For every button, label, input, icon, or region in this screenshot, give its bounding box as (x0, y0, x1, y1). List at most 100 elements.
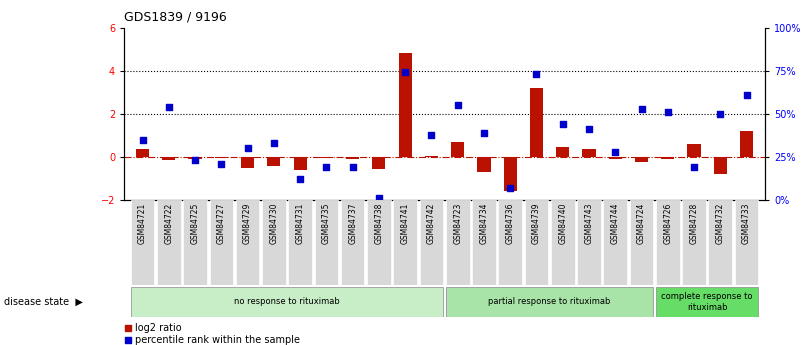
FancyBboxPatch shape (393, 200, 417, 285)
Bar (477, 157, 490, 172)
Bar (714, 157, 727, 174)
Text: GSM84732: GSM84732 (716, 203, 725, 244)
Point (635, 106, 648, 111)
FancyBboxPatch shape (131, 200, 155, 285)
Text: GSM84731: GSM84731 (296, 203, 304, 244)
FancyBboxPatch shape (498, 200, 522, 285)
Point (399, 70, 412, 75)
Bar (635, 157, 648, 162)
Text: percentile rank within the sample: percentile rank within the sample (135, 335, 300, 345)
Point (557, 121, 570, 127)
Text: GSM84737: GSM84737 (348, 203, 357, 244)
FancyBboxPatch shape (656, 200, 679, 285)
Bar (293, 157, 307, 170)
Bar (346, 157, 359, 159)
Bar (687, 144, 701, 157)
Bar (372, 157, 385, 169)
FancyBboxPatch shape (709, 200, 732, 285)
FancyBboxPatch shape (210, 200, 233, 285)
Text: GSM84730: GSM84730 (269, 203, 279, 244)
Point (296, 282, 309, 288)
Point (714, 111, 727, 117)
Point (425, 132, 438, 137)
Point (662, 109, 674, 115)
Bar (504, 157, 517, 191)
FancyBboxPatch shape (131, 287, 443, 317)
Text: GSM84738: GSM84738 (374, 203, 384, 244)
Point (296, 176, 309, 182)
Point (530, 71, 543, 77)
Bar (530, 88, 543, 157)
Text: GSM84736: GSM84736 (505, 203, 515, 244)
Text: GSM84723: GSM84723 (453, 203, 462, 244)
Text: GSM84739: GSM84739 (532, 203, 541, 244)
Text: GSM84728: GSM84728 (690, 203, 698, 244)
Bar (556, 147, 570, 157)
Bar (163, 157, 175, 160)
FancyBboxPatch shape (682, 200, 706, 285)
Bar (188, 157, 202, 159)
FancyBboxPatch shape (446, 200, 469, 285)
Point (189, 158, 202, 163)
Text: GSM84740: GSM84740 (558, 203, 567, 244)
Text: complete response to
rituximab: complete response to rituximab (662, 292, 753, 312)
Text: GSM84722: GSM84722 (164, 203, 173, 244)
Bar (425, 156, 438, 157)
Text: no response to rituximab: no response to rituximab (234, 297, 340, 306)
Point (136, 137, 149, 142)
Text: GSM84742: GSM84742 (427, 203, 436, 244)
Text: GDS1839 / 9196: GDS1839 / 9196 (124, 10, 227, 23)
Point (687, 165, 700, 170)
FancyBboxPatch shape (578, 200, 601, 285)
Point (740, 92, 753, 98)
Text: disease state  ▶: disease state ▶ (4, 297, 83, 307)
Text: GSM84735: GSM84735 (322, 203, 331, 244)
Bar (451, 142, 465, 157)
Point (582, 127, 595, 132)
Bar (740, 131, 753, 157)
Point (294, 177, 307, 182)
Text: log2 ratio: log2 ratio (135, 323, 182, 333)
FancyBboxPatch shape (603, 200, 627, 285)
FancyBboxPatch shape (551, 200, 574, 285)
FancyBboxPatch shape (262, 200, 286, 285)
Bar (320, 157, 333, 158)
FancyBboxPatch shape (525, 200, 549, 285)
Point (215, 161, 227, 167)
Bar (215, 157, 228, 158)
Bar (661, 157, 674, 159)
FancyBboxPatch shape (420, 200, 443, 285)
Text: GSM84744: GSM84744 (610, 203, 620, 244)
Text: GSM84729: GSM84729 (243, 203, 252, 244)
Bar (399, 53, 412, 157)
Point (609, 149, 622, 155)
FancyBboxPatch shape (446, 287, 654, 317)
FancyBboxPatch shape (288, 200, 312, 285)
FancyBboxPatch shape (630, 200, 654, 285)
Text: partial response to rituximab: partial response to rituximab (489, 297, 611, 306)
FancyBboxPatch shape (157, 200, 180, 285)
Bar (136, 149, 149, 157)
Bar (241, 157, 254, 168)
Text: GSM84727: GSM84727 (217, 203, 226, 244)
Point (163, 104, 175, 110)
Point (241, 146, 254, 151)
FancyBboxPatch shape (367, 200, 391, 285)
FancyBboxPatch shape (656, 287, 759, 317)
Text: GSM84726: GSM84726 (663, 203, 672, 244)
Text: GSM84741: GSM84741 (400, 203, 409, 244)
Text: GSM84725: GSM84725 (191, 203, 199, 244)
Point (346, 165, 359, 170)
Bar (268, 157, 280, 166)
Point (372, 196, 385, 201)
FancyBboxPatch shape (183, 200, 207, 285)
FancyBboxPatch shape (235, 200, 260, 285)
FancyBboxPatch shape (472, 200, 496, 285)
Text: GSM84734: GSM84734 (480, 203, 489, 244)
Text: GSM84721: GSM84721 (138, 203, 147, 244)
Text: GSM84724: GSM84724 (637, 203, 646, 244)
FancyBboxPatch shape (340, 200, 364, 285)
Point (320, 165, 332, 170)
Text: GSM84733: GSM84733 (742, 203, 751, 244)
Point (451, 102, 464, 108)
